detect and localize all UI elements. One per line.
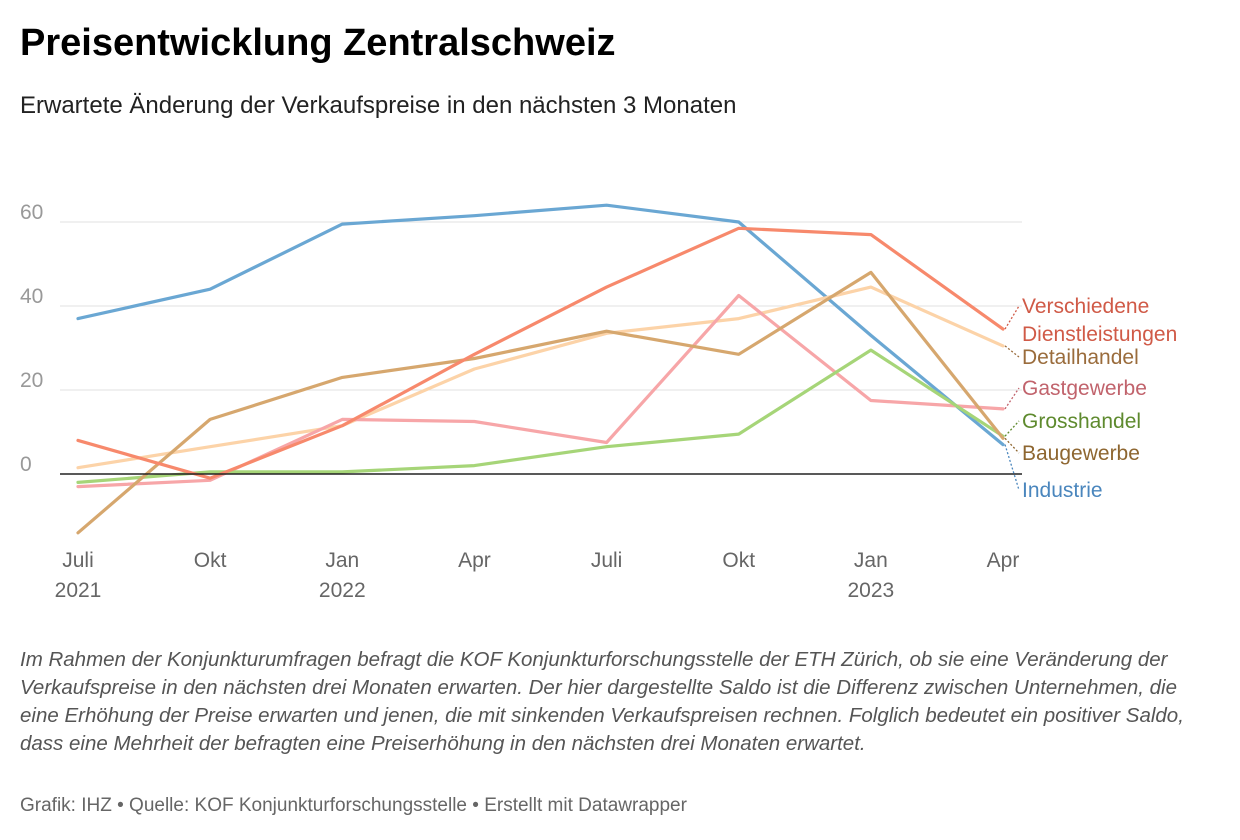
chart-subtitle: Erwartete Änderung der Verkaufspreise in… [20, 92, 737, 119]
series-label: Verschiedene [1022, 295, 1149, 318]
series-line [76, 293, 1005, 489]
label-connector [1004, 420, 1020, 437]
y-tick-label: 20 [20, 369, 43, 392]
x-tick-label: Apr [458, 549, 491, 572]
label-connector [1004, 387, 1020, 410]
series-line [76, 203, 1005, 447]
x-tick-label: Jan [325, 549, 359, 572]
series-line [76, 270, 1005, 535]
x-tick-label: Apr [987, 549, 1020, 572]
series-line [76, 348, 1005, 484]
series-labels: Industrie Detailhandel Gastgewerbe Grosshan… [1004, 295, 1177, 502]
x-tick-label: Okt [722, 549, 755, 572]
x-tick-year-label: 2021 [55, 579, 102, 602]
gridlines: 0 20 40 60 [20, 201, 1022, 476]
series-label: Gastgewerbe [1022, 377, 1147, 400]
series-lines [60, 203, 1022, 535]
y-tick-label: 40 [20, 285, 43, 308]
series-line [76, 285, 1005, 470]
series-label: Detailhandel [1022, 346, 1139, 369]
x-axis: Juli 2021 Okt Jan 2022 Apr Juli Okt Jan 2023 Apr [55, 549, 1020, 602]
series-label: Dienstleistungen [1022, 323, 1177, 346]
x-tick-year-label: 2023 [847, 579, 894, 602]
series-label: Grosshandel [1022, 410, 1141, 433]
chart-title: Preisentwicklung Zentralschweiz [20, 22, 616, 64]
series-line [76, 226, 1005, 480]
series-label: Baugewerbe [1022, 442, 1140, 465]
label-connector [1004, 345, 1020, 358]
x-tick-label: Juli [62, 549, 94, 572]
y-tick-label: 0 [20, 453, 32, 476]
y-tick-label: 60 [20, 201, 43, 224]
series-label: Industrie [1022, 479, 1103, 502]
label-connector [1004, 437, 1020, 454]
x-tick-label: Okt [194, 549, 227, 572]
x-tick-year-label: 2022 [319, 579, 366, 602]
x-tick-label: Juli [591, 549, 623, 572]
chart-description: Im Rahmen der Konjunkturumfragen befragt… [20, 648, 1184, 755]
label-connector [1004, 305, 1020, 330]
x-tick-label: Jan [854, 549, 888, 572]
chart-footer: Grafik: IHZ • Quelle: KOF Konjunkturfors… [20, 795, 687, 816]
